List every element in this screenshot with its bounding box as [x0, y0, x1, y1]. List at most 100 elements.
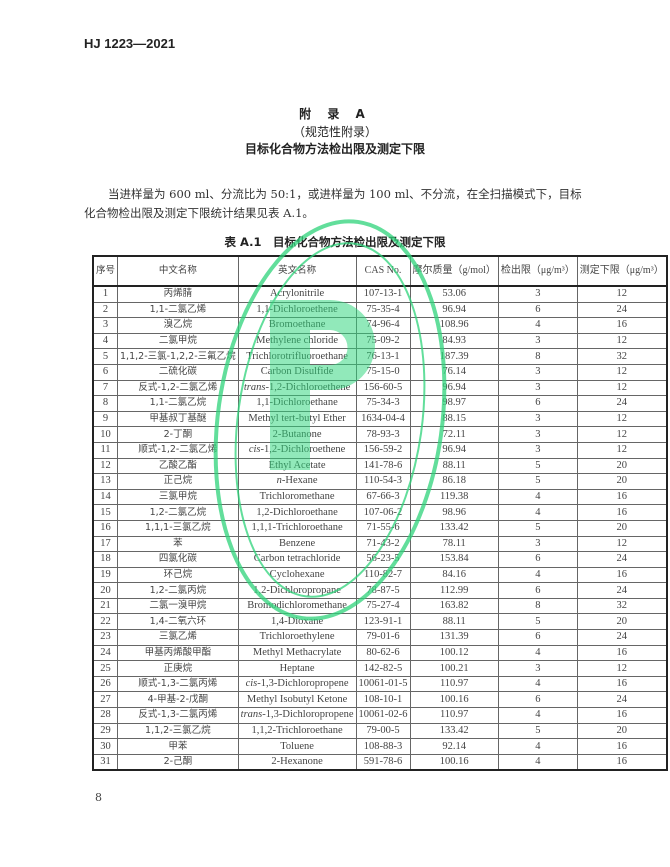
table-row: 28 反式-1,3-二氯丙烯 trans-1,3-Dichloropropene 10… — [92, 707, 668, 724]
cell-chinese-name: 顺式-1,2-二氯乙烯 — [117, 441, 239, 459]
cell-molar-mass: 86.18 — [409, 473, 499, 490]
page-number: 8 — [95, 791, 102, 804]
cell-cas: 123-91-1 — [355, 613, 411, 631]
cell-detection-limit: 3 — [497, 332, 578, 350]
column-header: 序号 — [92, 255, 119, 287]
cell-index: 16 — [92, 519, 119, 537]
english-name: Trichloromethane — [259, 491, 335, 503]
english-name: 1,3-Dichloropropene — [265, 709, 354, 721]
cell-english-name: Ethyl Acetate — [237, 457, 357, 475]
cell-molar-mass: 110.97 — [409, 675, 499, 693]
cell-index: 4 — [92, 332, 119, 350]
cell-chinese-name: 1,1,2-三氯-1,2,2-三氟乙烷 — [117, 348, 239, 365]
table-row: 23 三氯乙烯 Trichloroethylene 79-01-6 131.39 6 24 — [92, 629, 668, 646]
cell-quantitation-limit: 20 — [576, 519, 668, 537]
table-row: 16 1,1,1-三氯乙烷 1,1,1-Trichloroethane 71-55-6… — [92, 519, 668, 537]
cell-index: 30 — [92, 738, 119, 755]
cell-chinese-name: 1,1-二氯乙烯 — [117, 301, 239, 319]
cell-cas: 75-35-4 — [355, 301, 411, 319]
cell-detection-limit: 6 — [497, 691, 578, 709]
cell-chinese-name: 1,1-二氯乙烷 — [117, 395, 239, 412]
cell-chinese-name: 三氯甲烷 — [117, 488, 239, 506]
cell-english-name: 1,1,2-Trichloroethane — [237, 722, 357, 740]
cell-molar-mass: 112.99 — [409, 582, 499, 599]
cell-index: 9 — [92, 410, 119, 428]
cell-quantitation-limit: 12 — [576, 379, 668, 397]
cell-detection-limit: 5 — [497, 473, 578, 490]
cell-cas: 75-34-3 — [355, 395, 411, 412]
cell-index: 12 — [92, 457, 119, 475]
cell-quantitation-limit: 32 — [576, 597, 668, 615]
cell-cas: 75-27-4 — [355, 597, 411, 615]
english-name: Methyl Isobutyl Ketone — [246, 693, 348, 705]
cell-english-name: n-Hexane — [237, 473, 357, 490]
cell-chinese-name: 二氯一溴甲烷 — [117, 597, 239, 615]
cell-detection-limit: 3 — [497, 535, 578, 553]
cell-cas: 78-87-5 — [355, 582, 411, 599]
cell-cas: 156-60-5 — [355, 379, 411, 397]
cell-molar-mass: 96.94 — [409, 441, 499, 459]
cell-quantitation-limit: 12 — [576, 535, 668, 553]
cell-english-name: Bromodichloromethane — [237, 597, 357, 615]
cell-chinese-name: 4-甲基-2-戊酮 — [117, 691, 239, 709]
cell-cas: 56-23-5 — [355, 551, 411, 568]
table-row: 20 1,2-二氯丙烷 1,2-Dichloropropane 78-87-5 112.… — [92, 582, 668, 599]
appendix-type: （规范性附录） — [292, 125, 377, 139]
cell-quantitation-limit: 12 — [576, 426, 668, 443]
cell-detection-limit: 3 — [497, 285, 578, 303]
cell-english-name: 1,1-Dichloroethene — [237, 301, 357, 319]
cell-detection-limit: 4 — [497, 644, 578, 662]
cell-chinese-name: 四氯化碳 — [117, 551, 239, 568]
cell-index: 17 — [92, 535, 119, 553]
cell-detection-limit: 3 — [497, 363, 578, 381]
cell-chinese-name: 1,1,2-三氯乙烷 — [117, 722, 239, 740]
column-header: CAS No. — [355, 255, 411, 287]
cell-chinese-name: 甲苯 — [117, 738, 239, 755]
cell-quantitation-limit: 20 — [576, 722, 668, 740]
cell-detection-limit: 8 — [497, 597, 578, 615]
cell-chinese-name: 甲基丙烯酸甲酯 — [117, 644, 239, 662]
cell-cas: 79-01-6 — [355, 629, 411, 646]
cell-cas: 75-09-2 — [355, 332, 411, 350]
cell-english-name: Carbon tetrachloride — [237, 551, 357, 568]
cell-molar-mass: 131.39 — [409, 629, 499, 646]
cell-molar-mass: 96.94 — [409, 379, 499, 397]
table-row: 15 1,2-二氯乙烷 1,2-Dichloroethane 107-06-2 98.9… — [92, 504, 668, 521]
cell-detection-limit: 6 — [497, 582, 578, 599]
cell-chinese-name: 甲基叔丁基醚 — [117, 410, 239, 428]
table-row: 31 2-己酮 2-Hexanone 591-78-6 100.16 4 16 — [92, 753, 668, 771]
cell-molar-mass: 88.11 — [409, 613, 499, 631]
cell-molar-mass: 72.11 — [409, 426, 499, 443]
cell-english-name: Methyl Isobutyl Ketone — [237, 691, 357, 709]
cell-quantitation-limit: 12 — [576, 363, 668, 381]
cell-index: 23 — [92, 629, 119, 646]
cell-molar-mass: 98.97 — [409, 395, 499, 412]
cell-chinese-name: 反式-1,2-二氯乙烯 — [117, 379, 239, 397]
english-name: Methyl Methacrylate — [252, 646, 342, 658]
column-header: 英文名称 — [237, 255, 357, 287]
table-row: 18 四氯化碳 Carbon tetrachloride 56-23-5 153.84 6… — [92, 551, 668, 568]
cell-molar-mass: 84.93 — [409, 332, 499, 350]
english-name: Benzene — [279, 537, 316, 549]
cell-chinese-name: 乙酸乙酯 — [117, 457, 239, 475]
cell-english-name: Toluene — [237, 738, 357, 755]
cell-quantitation-limit: 24 — [576, 551, 668, 568]
cell-index: 15 — [92, 504, 119, 521]
cell-molar-mass: 78.11 — [409, 535, 499, 553]
cell-chinese-name: 溴乙烷 — [117, 317, 239, 334]
english-name: Hexane — [285, 475, 318, 487]
cell-index: 26 — [92, 675, 119, 693]
cell-molar-mass: 100.12 — [409, 644, 499, 662]
table-row: 13 正己烷 n-Hexane 110-54-3 86.18 5 20 — [92, 473, 668, 490]
cell-english-name: 1,4-Dioxane — [237, 613, 357, 631]
cell-molar-mass: 187.39 — [409, 348, 499, 365]
english-name: 1,3-Dichloropropene — [260, 678, 349, 690]
cell-cas: 156-59-2 — [355, 441, 411, 459]
cell-quantitation-limit: 20 — [576, 613, 668, 631]
english-name: Heptane — [279, 662, 315, 674]
cell-detection-limit: 3 — [497, 441, 578, 459]
table-row: 22 1,4-二氧六环 1,4-Dioxane 123-91-1 88.11 5 20 — [92, 613, 668, 631]
cell-molar-mass: 153.84 — [409, 551, 499, 568]
cell-cas: 79-00-5 — [355, 722, 411, 740]
table-row: 10 2-丁酮 2-Butanone 78-93-3 72.11 3 12 — [92, 426, 668, 443]
